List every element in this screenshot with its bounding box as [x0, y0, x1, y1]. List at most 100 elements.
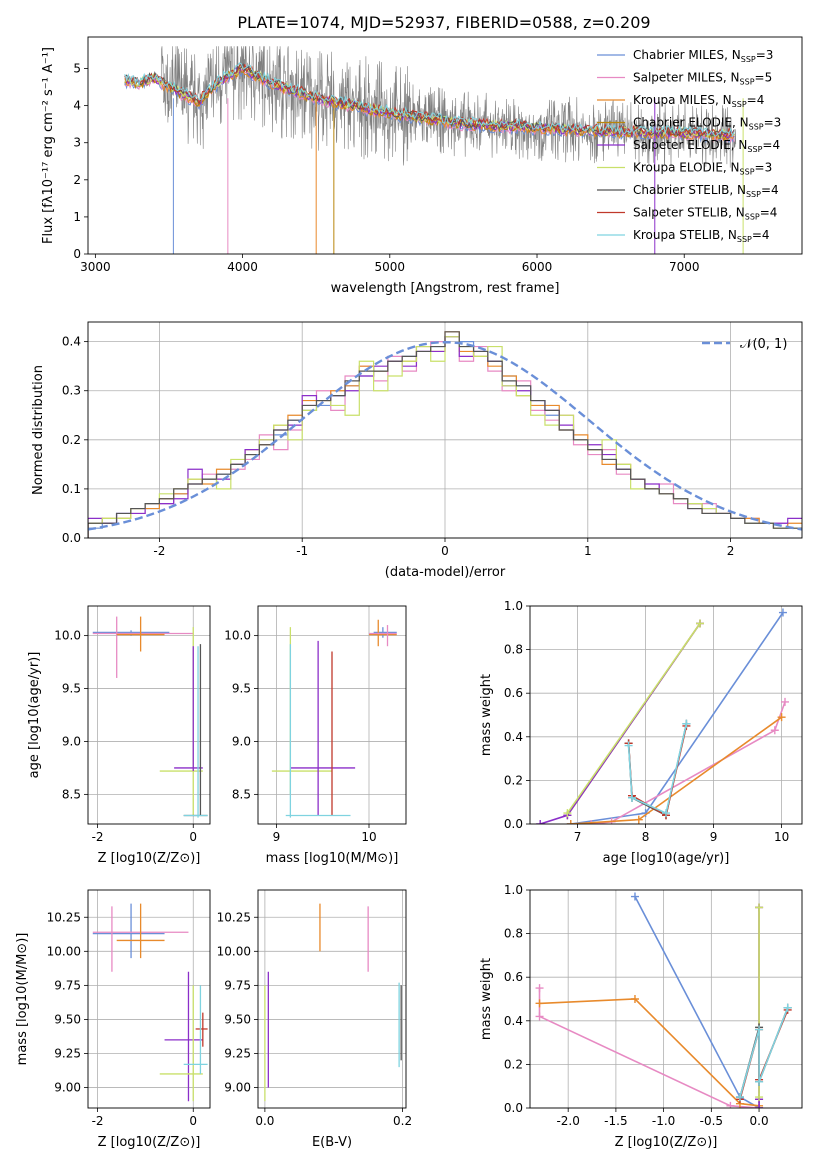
weight-point: [726, 1101, 735, 1108]
y-tick-label: 10.0: [54, 629, 81, 643]
x-tick-label: 0: [189, 830, 197, 844]
x-tick-label: 5000: [375, 260, 406, 274]
y-tick-label: 9.5: [62, 682, 81, 696]
y-tick-label: 0.2: [62, 433, 81, 447]
x-tick-label: 2: [727, 544, 735, 558]
y-tick-label: 5: [73, 62, 81, 76]
x-tick-label: 10: [774, 830, 789, 844]
x-tick-label: 7000: [669, 260, 700, 274]
panel-residual_histogram: -2 -1 0 1 2 0.0 0.1 0.2 0.3 0.4 𝒩(0, 1) (data-model…: [31, 321, 803, 580]
plot-area: [271, 619, 397, 818]
plot-area: [264, 903, 402, 1102]
y-tick-label: 9.50: [54, 1012, 81, 1026]
panel-spectrum: 3000 4000 5000 6000 7000 0 1 2 3 4 5 Chabrier MILES…: [41, 36, 803, 296]
y-tick-label: 10.0: [224, 629, 251, 643]
x-axis-label: wavelength [Angstrom, rest frame]: [331, 281, 560, 296]
weight-point: [783, 1003, 792, 1012]
x-axis-label: Z [log10(Z/Z⊙)]: [615, 1135, 718, 1150]
y-axis-label: mass weight: [479, 674, 494, 756]
weight-point: [630, 892, 639, 901]
y-tick-label: 0.3: [62, 384, 81, 398]
y-tick-label: 4: [73, 99, 81, 113]
panel-mass_vs_Z: -2 0 9.00 9.25 9.50 9.75 10.00 10.25 Z [log10(Z/…: [15, 889, 211, 1150]
weight-point: [535, 984, 544, 993]
x-tick-label: -2: [153, 544, 165, 558]
figure-title: PLATE=1074, MJD=52937, FIBERID=0588, z=0…: [237, 13, 650, 32]
panel-age_vs_mass: 9 10 8.5 9.0 9.5 10.0 mass [log10(M/M⊙)]: [224, 605, 407, 866]
axes-frame: [87, 321, 803, 539]
x-tick-label: 4000: [227, 260, 258, 274]
x-axis-label: mass [log10(M/M⊙)]: [266, 851, 399, 866]
x-tick-label: 0.0: [750, 1114, 769, 1128]
axes-frame: [87, 889, 211, 1109]
weight-point: [566, 820, 575, 824]
weight-point: [630, 995, 639, 1003]
y-tick-label: 8.5: [62, 787, 81, 801]
y-tick-label: 9.75: [224, 978, 251, 992]
weight-point: [634, 815, 643, 824]
x-tick-label: -1.0: [652, 1114, 675, 1128]
x-tick-label: 9: [273, 830, 281, 844]
x-axis-label: (data-model)/error: [385, 565, 506, 580]
y-axis-label: mass [log10(M/M⊙)]: [15, 933, 30, 1066]
y-axis-label: Normed distribution: [31, 365, 46, 495]
legend-label: Salpeter ELODIE, NSSP=4: [633, 138, 780, 154]
legend-label: Chabrier ELODIE, NSSP=3: [633, 116, 781, 132]
weight-point: [628, 793, 636, 802]
legend-label: Salpeter STELIB, NSSP=4: [633, 206, 777, 222]
x-tick-label: 0.0: [255, 1114, 274, 1128]
axes-frame: [87, 605, 211, 825]
legend-label: Salpeter MILES, NSSP=5: [633, 71, 772, 87]
x-axis-label: Z [log10(Z/Z⊙)]: [98, 1135, 201, 1150]
y-tick-label: 0.6: [504, 970, 523, 984]
weight-point: [778, 608, 787, 617]
weight-point: [587, 820, 596, 824]
panel-mass_weight_vs_age: 7 8 9 10 0.0 0.2 0.4 0.6 0.8 1.0 age [log10(age/yr…: [479, 599, 803, 866]
x-tick-label: -0.5: [700, 1114, 723, 1128]
y-tick-label: 0.1: [62, 482, 81, 496]
legend-label: Kroupa ELODIE, NSSP=3: [633, 161, 772, 177]
weight-point: [777, 713, 786, 722]
plot-area: [124, 46, 744, 254]
y-tick-label: 3: [73, 136, 81, 150]
axes-frame: [257, 605, 407, 825]
y-tick-label: 2: [73, 173, 81, 187]
x-tick-label: 0: [441, 544, 449, 558]
x-tick-label: 10: [361, 830, 376, 844]
y-tick-label: 10.25: [217, 910, 251, 924]
legend-label: Kroupa MILES, NSSP=4: [633, 93, 764, 109]
data-spectrum-line: [124, 46, 737, 168]
y-tick-label: 0.8: [504, 643, 523, 657]
weight-point: [696, 619, 704, 628]
weight-line-8: [739, 1007, 789, 1098]
x-tick-label: 1: [584, 544, 592, 558]
weight-point: [535, 1012, 544, 1021]
y-tick-label: 10.25: [47, 910, 81, 924]
legend-label: Chabrier STELIB, NSSP=4: [633, 183, 779, 199]
legend-label: Chabrier MILES, NSSP=3: [633, 48, 773, 64]
weight-point: [755, 903, 764, 912]
y-tick-label: 0.4: [504, 1014, 523, 1028]
axes-frame: [87, 36, 803, 255]
y-tick-label: 8.5: [232, 787, 251, 801]
y-tick-label: 1: [73, 210, 81, 224]
x-tick-label: -2.0: [556, 1114, 579, 1128]
y-tick-label: 0.0: [504, 1101, 523, 1115]
weight-point: [755, 1077, 764, 1086]
legend-label: 𝒩(0, 1): [740, 337, 787, 352]
weight-line-5: [566, 622, 701, 814]
weight-point: [781, 697, 789, 706]
x-axis-label: E(B-V): [312, 1135, 352, 1150]
y-tick-label: 0.6: [504, 686, 523, 700]
y-tick-label: 10.00: [217, 944, 251, 958]
panel-mass_weight_vs_Z: -2.0 -1.5 -1.0 -0.5 0.0 0.0 0.2 0.4 0.6 0.8 1.0 Z […: [479, 883, 803, 1150]
panel-mass_vs_EBV: 0.0 0.2 9.00 9.25 9.50 9.75 10.00 10.25 E(B-V): [217, 889, 412, 1150]
y-tick-label: 9.00: [224, 1081, 251, 1095]
y-tick-label: 9.50: [224, 1012, 251, 1026]
y-tick-label: 0.4: [504, 730, 523, 744]
x-tick-label: 9: [710, 830, 718, 844]
weight-point: [563, 809, 572, 818]
